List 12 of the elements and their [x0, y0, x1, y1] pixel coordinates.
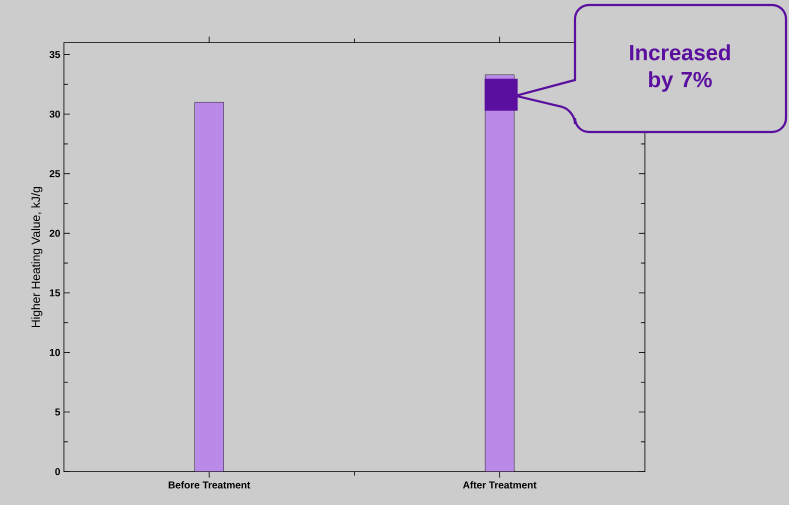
annotation: Increased by 7%: [630, 44, 730, 92]
y-axis-title: Higher Heating Value, kJ/g: [31, 187, 42, 328]
y-tick-label: 5: [55, 408, 60, 416]
y-tick-label: 30: [50, 110, 60, 118]
y-tick-label: 20: [50, 230, 60, 237]
x-tick-label: After Treatment: [462, 481, 536, 488]
x-tick-label: Before Treatment: [168, 481, 250, 488]
y-tick-label: 15: [50, 289, 60, 296]
y-tick-label: 10: [50, 348, 60, 356]
y-tick-label: 0: [55, 468, 60, 476]
y-tick-label: 35: [50, 50, 60, 58]
y-tick-label: 25: [50, 170, 60, 178]
